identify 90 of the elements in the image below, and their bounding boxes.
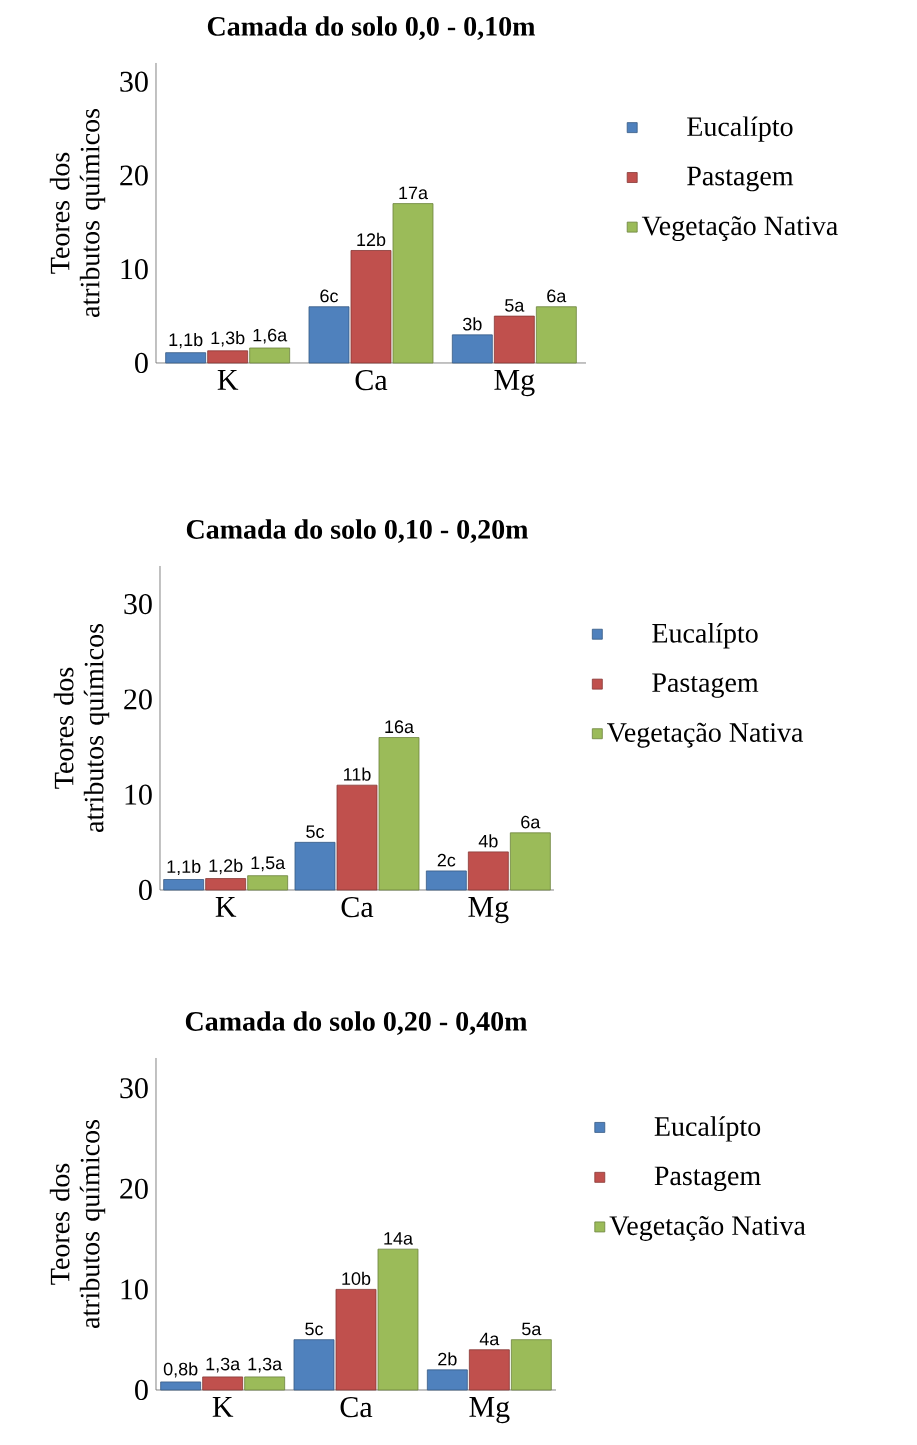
- data-label: 14a: [384, 1232, 413, 1245]
- bar: [160, 1381, 202, 1391]
- y-tick-label: 10: [121, 259, 148, 280]
- bar: [425, 870, 467, 891]
- bar: [451, 334, 493, 364]
- y-tick-label: 0: [139, 879, 152, 901]
- x-tick-label: Ca: [355, 370, 388, 391]
- x-tick-label: K: [217, 370, 239, 390]
- data-label: 1,1b: [167, 859, 201, 876]
- y-tick-label: 30: [124, 594, 152, 615]
- bar: [468, 1349, 510, 1391]
- bar: [163, 879, 205, 891]
- x-tick-label: K: [215, 897, 237, 917]
- data-label: 6c: [320, 289, 339, 303]
- y-tick-label: 30: [120, 1078, 148, 1099]
- data-label: 5a: [505, 299, 525, 312]
- bar: [244, 1376, 286, 1391]
- bar: [426, 1369, 468, 1391]
- bar: [293, 1339, 335, 1391]
- data-label: 11b: [344, 767, 371, 781]
- chart-title: Camada do solo 0,0 - 0,10m: [207, 16, 536, 40]
- data-label: 6a: [521, 815, 541, 829]
- bar: [308, 306, 350, 364]
- y-tick-label: 10: [125, 784, 152, 805]
- bar: [392, 203, 434, 364]
- data-label: 1,5a: [251, 856, 286, 872]
- legend-label: Vegetação Nativa: [607, 722, 804, 748]
- y-tick-label: 20: [124, 689, 152, 710]
- legend-label: Pastagem: [654, 1166, 761, 1192]
- bar: [336, 784, 378, 891]
- data-label: 1,6a: [253, 328, 288, 344]
- bar: [335, 1288, 377, 1391]
- legend-label: Vegetação Nativa: [609, 1215, 806, 1241]
- data-label: 1,1b: [169, 332, 203, 349]
- bar: [165, 352, 207, 364]
- bar: [202, 1376, 244, 1391]
- data-label: 17a: [399, 186, 428, 200]
- x-tick-label: Ca: [341, 897, 374, 918]
- data-label: 1,2b: [209, 858, 243, 875]
- bar: [247, 875, 289, 891]
- bar: [377, 1248, 419, 1391]
- bar: [467, 851, 509, 891]
- y-axis-title: Teores dos atributos químicos: [49, 1120, 106, 1329]
- data-label: 1,3b: [211, 331, 245, 347]
- y-tick-label: 20: [120, 165, 148, 186]
- bar: [205, 878, 247, 891]
- x-tick-label: Ca: [340, 1397, 373, 1418]
- legend-label: Pastagem: [652, 673, 759, 698]
- data-label: 2b: [438, 1352, 457, 1366]
- bar: [294, 841, 336, 891]
- data-label: 1,3a: [206, 1357, 241, 1373]
- data-label: 5c: [305, 1322, 324, 1336]
- data-label: 4b: [478, 834, 498, 848]
- x-tick-label: K: [212, 1397, 234, 1417]
- legend-label: Vegetação Nativa: [641, 216, 838, 242]
- bar: [378, 737, 420, 891]
- bar: [493, 315, 535, 364]
- data-label: 16a: [385, 720, 414, 734]
- y-axis-title: Teores dos atributos químicos: [53, 624, 110, 833]
- data-label: 5c: [306, 825, 325, 838]
- data-label: 5a: [522, 1322, 542, 1336]
- y-tick-label: 10: [121, 1279, 148, 1300]
- data-label: 2c: [437, 853, 456, 867]
- data-label: 3b: [463, 317, 482, 331]
- x-tick-label: Mg: [468, 897, 509, 924]
- chart-title: Camada do solo 0,10 - 0,20m: [186, 519, 529, 543]
- y-tick-label: 0: [135, 352, 148, 374]
- y-tick-label: 0: [135, 1379, 148, 1401]
- data-label: 1,3a: [248, 1357, 283, 1373]
- legend-label: Eucalípto: [652, 622, 758, 649]
- bar: [249, 347, 291, 364]
- data-label: 0,8b: [163, 1362, 198, 1378]
- x-tick-label: Mg: [494, 370, 535, 397]
- bar: [535, 306, 577, 364]
- data-label: 12b: [357, 232, 386, 247]
- y-tick-label: 30: [120, 71, 148, 92]
- data-label: 6a: [547, 289, 567, 303]
- legend-label: Pastagem: [687, 166, 794, 192]
- data-label: 4a: [479, 1332, 500, 1346]
- chart-title: Camada do solo 0,20 - 0,40m: [185, 1011, 528, 1035]
- bar: [207, 350, 249, 364]
- y-axis-title: Teores dos atributos químicos: [49, 108, 106, 318]
- x-tick-label: Mg: [469, 1397, 510, 1424]
- data-label: 10b: [342, 1271, 371, 1285]
- bar: [510, 1339, 552, 1391]
- legend-label: Eucalípto: [654, 1116, 761, 1142]
- bar: [350, 250, 392, 364]
- bar: [509, 832, 551, 891]
- legend-label: Eucalípto: [687, 116, 793, 142]
- y-tick-label: 20: [120, 1178, 148, 1199]
